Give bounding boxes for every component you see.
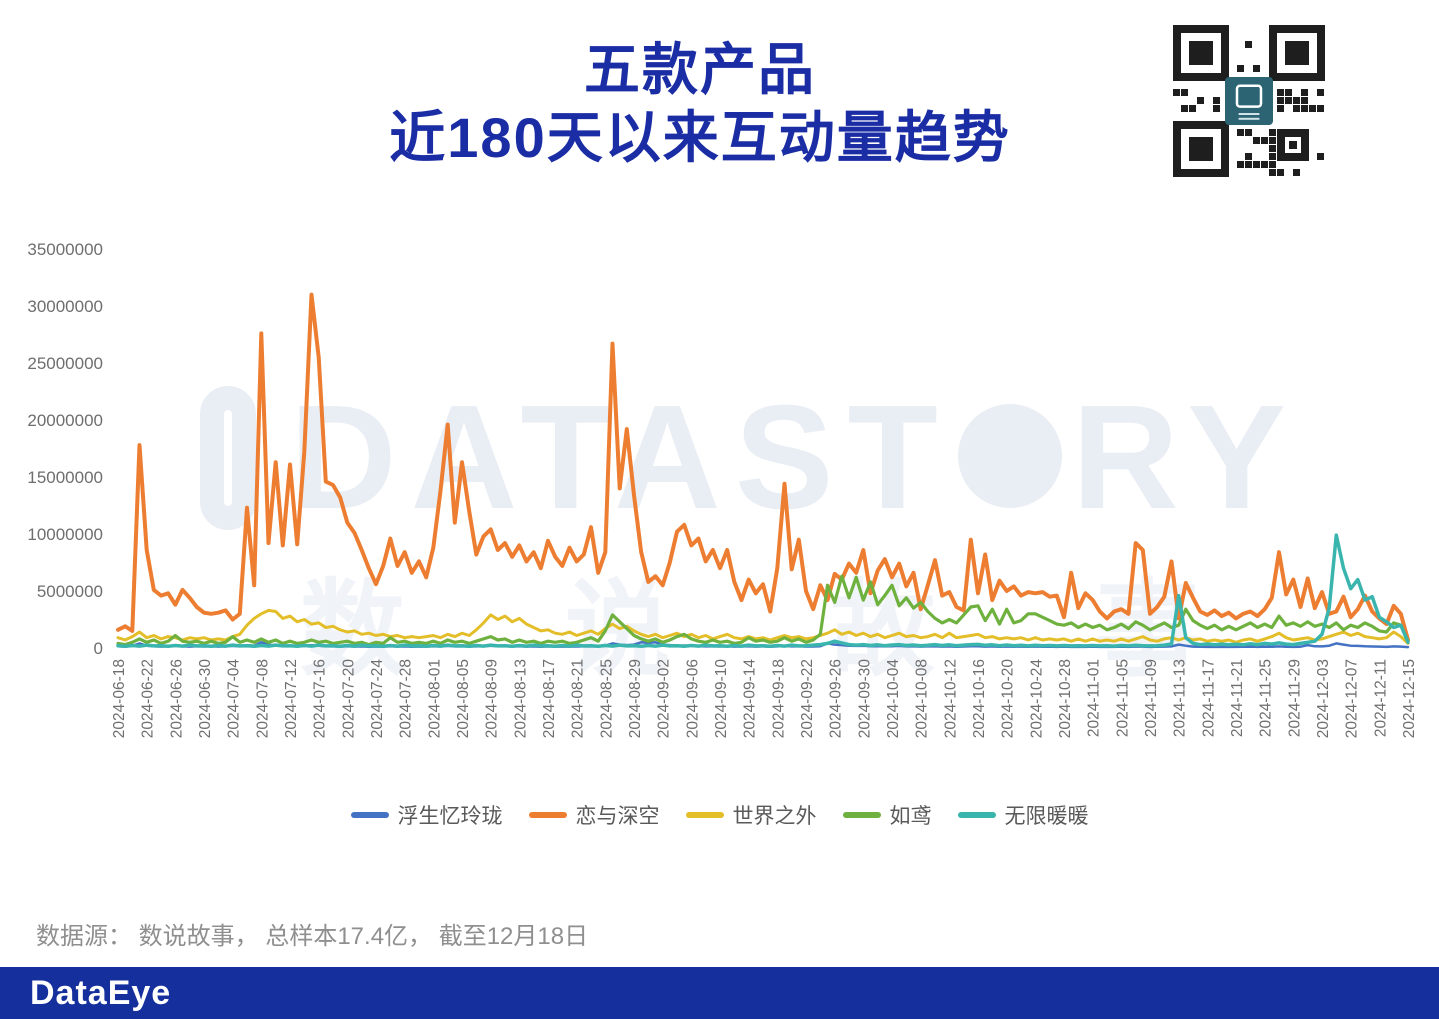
series-line-1 (116, 292, 1410, 642)
y-tick-label: 25000000 (27, 354, 103, 373)
legend-item-shijiezhiwai[interactable]: 世界之外 (685, 800, 817, 830)
legend-item-ruyuan[interactable]: 如鸢 (842, 800, 932, 830)
x-tick-label: 2024-10-20 (1000, 659, 1017, 739)
x-tick-label: 2024-07-16 (312, 659, 329, 738)
x-tick-label: 2024-09-06 (684, 659, 701, 738)
chart-legend: 浮生忆玲珑 恋与深空 世界之外 如鸢 无限暖暖 (0, 800, 1439, 830)
y-tick-label: 35000000 (27, 240, 103, 259)
x-tick-label: 2024-10-12 (942, 659, 959, 738)
page-title-line2: 近180天以来互动量趋势 (389, 106, 1011, 169)
x-tick-label: 2024-07-24 (369, 659, 386, 739)
x-axis-labels: 2024-06-18 2024-06-22 2024-06-26 2024-06-30… (111, 659, 1418, 739)
legend-line-swatch (685, 812, 724, 818)
qr-code-image (1164, 16, 1334, 192)
x-tick-label: 2024-11-21 (1229, 659, 1246, 737)
watermark-brand-cn: 数说故事 (300, 572, 1360, 689)
x-tick-label: 2024-09-22 (799, 659, 816, 738)
legend-item-wuxiannuannuan[interactable]: 无限暖暖 (957, 800, 1089, 830)
x-tick-label: 2024-11-01 (1086, 659, 1103, 737)
x-tick-label: 2024-09-10 (713, 659, 730, 739)
data-source-note: 数据源： 数说故事， 总样本17.4亿， 截至12月18日 (36, 923, 589, 950)
x-tick-label: 2024-09-14 (742, 659, 759, 739)
legend-label: 如鸢 (889, 805, 932, 828)
x-tick-label: 2024-10-24 (1028, 659, 1045, 739)
x-tick-label: 2024-09-26 (828, 659, 845, 738)
x-tick-label: 2024-10-16 (971, 659, 988, 738)
x-tick-label: 2024-06-26 (168, 659, 185, 738)
x-tick-label: 2024-11-29 (1286, 659, 1303, 737)
x-tick-label: 2024-11-09 (1143, 659, 1160, 737)
x-tick-label: 2024-08-25 (598, 659, 615, 738)
y-tick-label: 20000000 (27, 411, 103, 430)
x-tick-label: 2024-10-28 (1057, 659, 1074, 738)
qr-code (1164, 16, 1334, 192)
dataeye-logo: DataEye (30, 973, 172, 1012)
trend-line-chart: 0 5000000 10000000 15000000 20000000 25000000… (27, 240, 1418, 739)
x-tick-label: 2024-11-25 (1258, 659, 1275, 737)
x-tick-label: 2024-11-13 (1172, 659, 1189, 737)
x-tick-label: 2024-08-05 (455, 659, 472, 738)
legend-label: 浮生忆玲珑 (397, 805, 503, 828)
page-title: 五款产品 近180天以来互动量趋势 (0, 36, 1400, 172)
y-tick-label: 15000000 (27, 468, 103, 487)
x-tick-label: 2024-08-09 (484, 659, 501, 738)
x-tick-label: 2024-11-05 (1114, 659, 1131, 737)
series-line-3 (116, 574, 1410, 647)
x-tick-label: 2024-09-18 (770, 659, 787, 738)
y-tick-label: 5000000 (37, 582, 103, 601)
x-tick-label: 2024-06-22 (140, 659, 157, 738)
watermark-logo-icon (200, 386, 256, 530)
x-tick-label: 2024-07-12 (283, 659, 300, 738)
x-tick-label: 2024-08-13 (512, 659, 529, 738)
y-tick-label: 10000000 (27, 525, 103, 544)
x-tick-label: 2024-10-08 (914, 659, 931, 738)
x-tick-label: 2024-07-28 (398, 659, 415, 738)
y-tick-label: 30000000 (27, 297, 103, 316)
x-tick-label: 2024-07-08 (254, 659, 271, 738)
legend-line-swatch (842, 812, 881, 818)
x-tick-label: 2024-11-17 (1200, 659, 1217, 737)
x-tick-label: 2024-09-30 (856, 659, 873, 739)
brand-bar: DataEye (0, 967, 1439, 1019)
series-line-2 (116, 608, 1410, 645)
x-tick-label: 2024-08-21 (570, 659, 587, 738)
series-lines (116, 292, 1410, 649)
x-tick-label: 2024-07-04 (226, 659, 243, 739)
x-tick-label: 2024-08-01 (426, 659, 443, 738)
legend-label: 恋与深空 (575, 805, 660, 828)
x-tick-label: 2024-12-03 (1315, 659, 1332, 738)
legend-label: 无限暖暖 (1004, 805, 1089, 828)
chart-area: 0 5000000 10000000 15000000 20000000 25000000… (0, 222, 1439, 822)
y-axis-labels: 0 5000000 10000000 15000000 20000000 25000000… (27, 240, 103, 658)
x-tick-label: 2024-12-07 (1344, 659, 1361, 738)
x-tick-label: 2024-06-30 (197, 659, 214, 739)
x-tick-label: 2024-10-04 (885, 659, 902, 739)
page-title-line1: 五款产品 (584, 38, 816, 101)
legend-line-swatch (528, 812, 567, 818)
legend-item-fushengyilinglong[interactable]: 浮生忆玲珑 (350, 800, 503, 830)
x-tick-label: 2024-12-11 (1372, 659, 1389, 737)
legend-item-lianyushenkong[interactable]: 恋与深空 (528, 800, 660, 830)
x-tick-label: 2024-08-17 (541, 659, 558, 738)
x-tick-label: 2024-06-18 (111, 659, 128, 738)
series-line-4 (116, 533, 1410, 649)
y-tick-label: 0 (94, 639, 103, 658)
x-tick-label: 2024-08-29 (627, 659, 644, 738)
legend-line-swatch (957, 812, 996, 818)
x-tick-label: 2024-09-02 (656, 659, 673, 738)
watermark-o-dot (957, 404, 1062, 508)
legend-line-swatch (350, 812, 389, 818)
x-tick-label: 2024-07-20 (340, 659, 357, 739)
legend-label: 世界之外 (732, 805, 817, 828)
x-tick-label: 2024-12-15 (1401, 659, 1418, 738)
